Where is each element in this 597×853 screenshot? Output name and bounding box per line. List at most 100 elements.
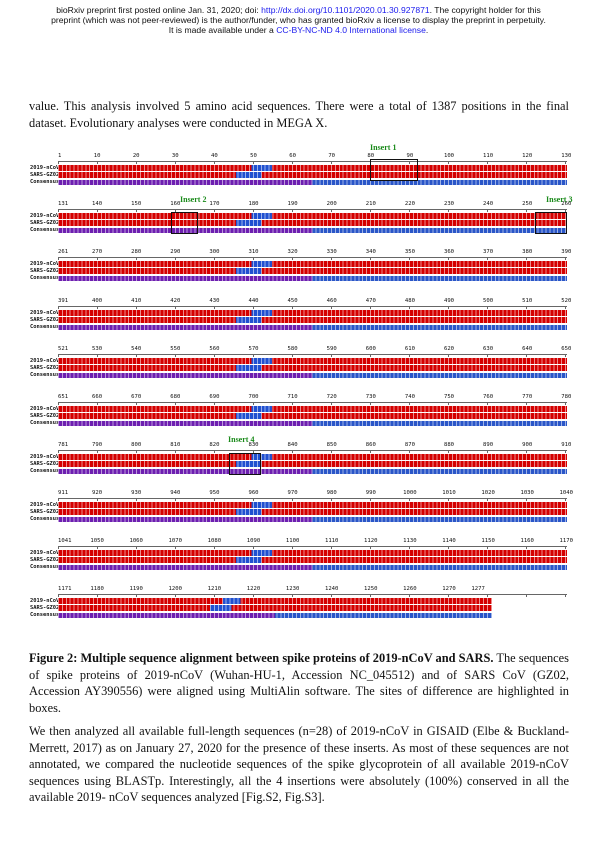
sequence-row: 2019-nCoV (30, 406, 570, 413)
position-number: 320 (287, 249, 298, 255)
paragraph-bottom: We then analyzed all available full-leng… (29, 724, 569, 805)
sequence-residues (58, 172, 567, 178)
position-number: 430 (209, 298, 220, 304)
position-number: 1010 (442, 490, 456, 496)
position-row: 521 530 540 550 560 570 580 590 600 610 620 630 640 6… (58, 345, 572, 354)
position-number: 160 (170, 201, 181, 207)
sequence-row: 2019-nCoV (30, 261, 570, 268)
sequence-name: Consensus (30, 179, 60, 185)
position-number: 70 (328, 153, 336, 159)
position-number: 40 (211, 153, 218, 159)
position-number: 700 (248, 394, 259, 400)
position-number: 1171 (58, 586, 72, 592)
sequence-row: Consensus (30, 324, 570, 331)
sequence-name: Consensus (30, 564, 60, 570)
notice-line-2: preprint (which was not peer-reviewed) i… (51, 15, 546, 25)
sequence-name: 2019-nCoV (30, 598, 60, 604)
sequence-residues (58, 310, 567, 316)
position-ruler (58, 161, 567, 164)
position-ruler (58, 594, 567, 597)
position-number: 50 (250, 153, 257, 159)
sequence-residues (58, 517, 567, 522)
position-number: 670 (131, 394, 142, 400)
position-number: 1120 (364, 538, 378, 544)
position-number: 200 (326, 201, 337, 207)
insert-highlight-box (229, 453, 261, 475)
notice-line-1: bioRxiv preprint first posted online Jan… (56, 5, 541, 15)
sequence-row: SARS-GZ02 (30, 268, 570, 275)
sequence-residues (58, 268, 567, 274)
position-number: 580 (287, 346, 298, 352)
position-number: 850 (326, 442, 337, 448)
position-row: 651 660 670 680 690 700 710 720 730 740 750 760 770 7… (58, 393, 571, 402)
doi-link[interactable]: http://dx.doi.org/10.1101/2020.01.30.927… (261, 5, 430, 15)
sequence-name: SARS-GZ02 (30, 172, 60, 178)
position-number: 740 (404, 394, 415, 400)
position-number: 1090 (246, 538, 261, 544)
position-number: 970 (287, 490, 298, 496)
position-number: 1130 (403, 538, 417, 544)
sequence-name: 2019-nCoV (30, 454, 60, 460)
alignment-block: 781 790 800 810 820 830 840 850 860 870 880 890 900 9… (30, 441, 572, 489)
position-number: 10 (93, 153, 101, 159)
alignment-block: 1041 1050 1060 1070 1080 1090 1100 1110 1120 1130… (30, 537, 573, 585)
sequence-residues (58, 605, 493, 611)
sequence-row: 2019-nCoV (30, 550, 570, 557)
position-number: 230 (443, 201, 455, 207)
position-number: 60 (289, 153, 296, 159)
alignment-block: 1 10 20 30 40 50 60 70 80 90 100 110 120 130 2019-nCoV… (30, 152, 572, 200)
sequence-name: Consensus (30, 324, 60, 330)
sequence-residues (58, 502, 567, 508)
caption-text: The sequences of spike proteins of 2019-… (29, 651, 570, 715)
position-number: 340 (365, 249, 376, 255)
position-number: 130 (561, 153, 572, 159)
position-number: 651 (58, 394, 69, 400)
position-ruler (58, 257, 567, 260)
position-number: 590 (326, 346, 337, 352)
position-number: 840 (287, 442, 298, 448)
position-number: 470 (365, 298, 376, 304)
position-number: 640 (522, 346, 533, 352)
insert-highlight-box (535, 212, 567, 234)
alignment-block: 131 140 150 160 170 180 190 200 210 220 230 240 250 2… (30, 200, 571, 248)
alignment-block: 1171 1180 1190 1200 1210 1220 1230 1240 1250 1260… (30, 585, 570, 633)
position-number: 1240 (324, 586, 339, 592)
sequence-residues (58, 317, 567, 323)
position-number: 750 (443, 394, 455, 400)
sequence-row: SARS-GZ02 (30, 172, 570, 179)
sequence-residues (58, 406, 567, 412)
position-number: 620 (443, 346, 455, 352)
position-number: 500 (483, 298, 494, 304)
position-number: 1230 (285, 586, 300, 592)
license-link[interactable]: CC-BY-NC-ND 4.0 International license (276, 25, 426, 35)
position-number: 960 (248, 490, 259, 496)
position-number: 1220 (246, 586, 261, 592)
insert-label: Insert 1 (370, 143, 397, 152)
sequence-row: Consensus (30, 372, 570, 379)
position-number: 650 (561, 346, 572, 352)
position-number: 911 (58, 490, 69, 496)
position-row: 391 400 410 420 430 440 450 460 470 480 490 500 510 5… (58, 297, 571, 306)
sequence-residues (58, 165, 567, 171)
position-number: 1140 (442, 538, 456, 544)
sequence-residues (58, 365, 567, 371)
alignment-block: 391 400 410 420 430 440 450 460 470 480 490 500 510 5… (30, 297, 571, 345)
preprint-notice: bioRxiv preprint first posted online Jan… (0, 5, 597, 35)
sequence-name: 2019-nCoV (30, 550, 60, 556)
position-number: 630 (483, 346, 494, 352)
sequence-row: Consensus (30, 179, 570, 186)
position-number: 560 (209, 346, 220, 352)
alignment-block: 911 920 930 940 950 960 970 980 990 1000 1010 1020 1… (30, 489, 573, 537)
sequence-name: 2019-nCoV (30, 310, 60, 316)
position-number: 790 (92, 442, 103, 448)
sequence-name: Consensus (30, 612, 60, 618)
sequence-name: 2019-nCoV (30, 502, 60, 508)
position-number: 1150 (481, 538, 495, 544)
sequence-row: Consensus (30, 564, 570, 571)
position-number: 910 (561, 442, 572, 448)
sequence-row: SARS-GZ02 (30, 413, 570, 420)
figure-caption: Figure 2: Multiple sequence alignment be… (29, 650, 569, 716)
sequence-residues (58, 261, 567, 267)
sequence-row: SARS-GZ02 (30, 461, 570, 468)
sequence-row: SARS-GZ02 (30, 220, 570, 227)
